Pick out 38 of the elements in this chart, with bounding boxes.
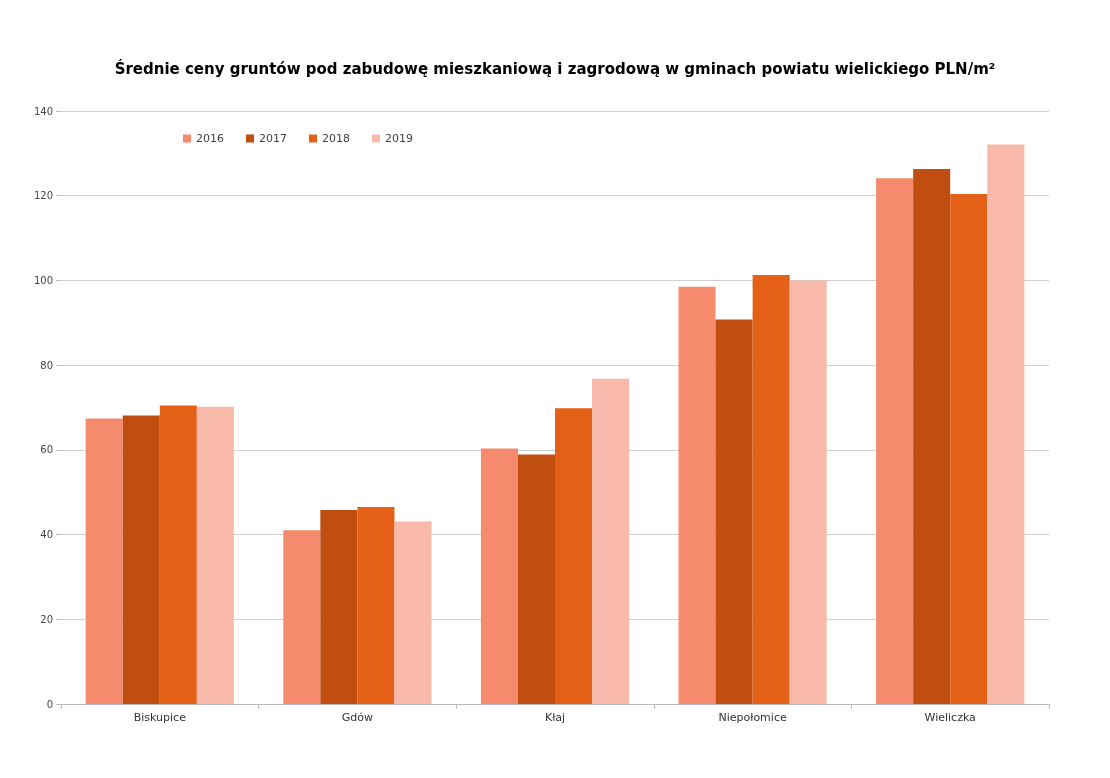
bar bbox=[789, 280, 827, 704]
x-tick-label: Wieliczka bbox=[924, 711, 976, 724]
y-tick-label: 140 bbox=[33, 105, 53, 117]
y-tick-label: 80 bbox=[40, 359, 53, 371]
legend-label: 2016 bbox=[196, 132, 224, 145]
bar bbox=[987, 144, 1025, 704]
legend-label: 2018 bbox=[321, 132, 350, 145]
y-tick-label: 100 bbox=[33, 274, 53, 286]
legend-label: 2017 bbox=[258, 132, 287, 145]
y-tick-label: 40 bbox=[40, 529, 53, 541]
bar bbox=[913, 169, 951, 704]
y-tick-label: 20 bbox=[40, 613, 53, 625]
bar bbox=[950, 194, 988, 704]
legend-label: 2019 bbox=[384, 132, 413, 145]
bar bbox=[517, 454, 555, 704]
x-tick-label: Gdów bbox=[341, 711, 374, 724]
bar bbox=[85, 418, 123, 704]
bar bbox=[320, 510, 358, 704]
y-tick-label: 60 bbox=[40, 444, 53, 456]
bar bbox=[752, 274, 790, 704]
bar bbox=[196, 406, 234, 704]
bar bbox=[122, 415, 160, 704]
bar bbox=[283, 530, 321, 704]
bar bbox=[357, 507, 395, 704]
x-tick-label: Niepołomice bbox=[718, 711, 787, 724]
bar bbox=[592, 378, 630, 704]
y-tick-label: 120 bbox=[33, 190, 53, 202]
bar bbox=[159, 405, 197, 704]
bar bbox=[555, 408, 593, 704]
bar bbox=[480, 448, 518, 704]
bar bbox=[394, 521, 432, 704]
bar bbox=[876, 178, 914, 704]
x-tick-label: Kłaj bbox=[544, 711, 566, 724]
chart-title: Średnie ceny gruntów pod zabudowę mieszkaniową i zagrodową w gminach powiatu wielickiego PLN/m² bbox=[114, 58, 996, 78]
y-tick-label: 0 bbox=[46, 698, 53, 710]
bar bbox=[678, 286, 716, 704]
bar bbox=[715, 319, 753, 704]
x-tick-label: Biskupice bbox=[133, 711, 187, 724]
